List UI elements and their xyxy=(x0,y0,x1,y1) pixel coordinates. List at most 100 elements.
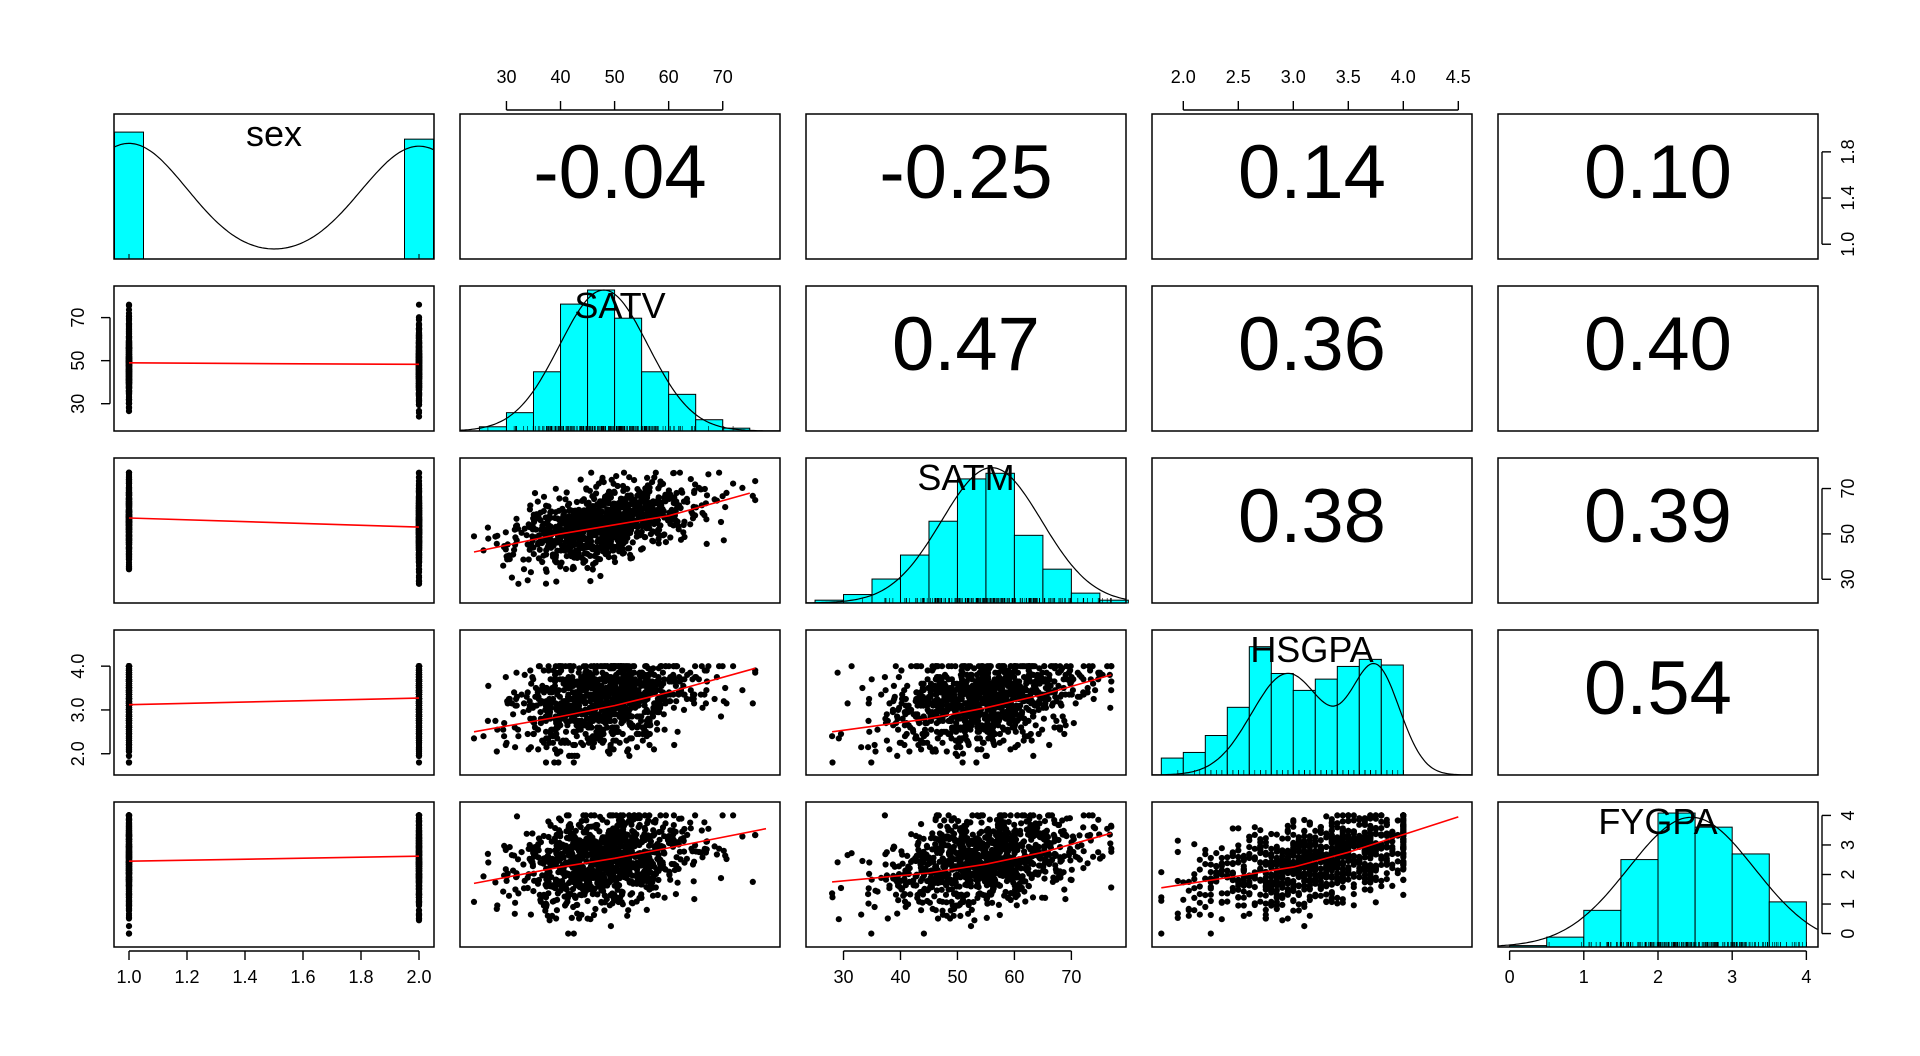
data-point xyxy=(524,577,531,584)
panel-satv-sex xyxy=(125,301,423,420)
data-point xyxy=(626,545,633,552)
data-point xyxy=(415,392,423,399)
data-point xyxy=(125,347,133,354)
data-point xyxy=(644,474,651,481)
data-point xyxy=(583,511,590,518)
data-point xyxy=(125,405,133,412)
data-point xyxy=(667,534,674,541)
data-point xyxy=(620,469,628,476)
data-point xyxy=(560,519,568,526)
data-point xyxy=(636,499,644,506)
data-point xyxy=(125,302,133,309)
histogram-bar xyxy=(560,303,589,432)
data-point xyxy=(545,503,552,510)
data-point xyxy=(582,557,589,565)
data-point xyxy=(563,489,570,496)
data-point xyxy=(641,533,648,541)
data-point xyxy=(655,535,662,543)
data-point xyxy=(528,541,535,548)
loess-smoother xyxy=(473,492,751,553)
data-point xyxy=(567,507,575,514)
panel-frame xyxy=(1497,285,1819,432)
data-point xyxy=(689,515,697,522)
data-point xyxy=(649,528,657,535)
data-point xyxy=(662,491,669,498)
data-point xyxy=(692,481,699,488)
data-point xyxy=(680,498,688,505)
data-point xyxy=(415,380,423,388)
data-point xyxy=(636,532,643,539)
data-point xyxy=(720,537,727,544)
data-point xyxy=(621,504,629,512)
data-point xyxy=(125,706,133,714)
data-point xyxy=(597,572,604,580)
data-point xyxy=(626,474,633,481)
data-point xyxy=(415,329,423,336)
data-point xyxy=(415,508,423,515)
data-point xyxy=(604,496,611,504)
data-point xyxy=(618,531,625,538)
panel-satv-satv: SATV xyxy=(460,285,780,432)
density-curve xyxy=(806,466,1126,604)
panel-satv-fygpa: 0.40 xyxy=(1584,302,1732,387)
data-point xyxy=(543,547,550,554)
data-point xyxy=(509,551,517,558)
data-point xyxy=(628,501,635,508)
data-point xyxy=(730,663,737,670)
data-point xyxy=(562,565,570,573)
data-point xyxy=(547,537,554,544)
data-point xyxy=(125,508,133,516)
data-point xyxy=(125,674,133,681)
data-point xyxy=(595,555,602,563)
data-point xyxy=(586,487,594,494)
data-point xyxy=(649,508,657,515)
data-point xyxy=(643,525,650,532)
data-point xyxy=(589,566,596,573)
data-point xyxy=(606,491,614,498)
data-point xyxy=(639,545,646,552)
histogram-bar xyxy=(532,371,562,432)
data-point xyxy=(670,470,677,477)
data-point xyxy=(563,553,570,560)
correlation-value: 0.38 xyxy=(1238,474,1386,559)
data-point xyxy=(610,507,617,514)
variable-label: SATV xyxy=(574,285,665,326)
data-point xyxy=(584,550,591,558)
data-point xyxy=(510,689,518,696)
data-point xyxy=(606,531,613,538)
loess-smoother xyxy=(128,517,420,528)
data-point xyxy=(569,566,576,573)
data-point xyxy=(571,514,579,521)
data-point xyxy=(568,535,575,543)
data-point xyxy=(525,556,532,563)
data-point xyxy=(655,540,662,547)
data-point xyxy=(415,709,423,716)
data-point xyxy=(549,542,556,549)
data-point xyxy=(125,724,133,731)
data-point xyxy=(723,489,730,496)
data-point xyxy=(535,746,542,753)
data-point xyxy=(511,526,518,533)
density-curve xyxy=(114,142,434,250)
panel-frame xyxy=(1497,113,1819,260)
data-point xyxy=(588,469,595,476)
data-point xyxy=(540,493,548,500)
data-point xyxy=(591,495,598,503)
data-point xyxy=(655,485,662,492)
data-point xyxy=(589,503,597,510)
data-point xyxy=(125,397,133,404)
data-point xyxy=(484,524,491,531)
data-point xyxy=(675,526,682,533)
data-point xyxy=(596,545,603,552)
variable-label: SATM xyxy=(917,457,1014,498)
data-point xyxy=(415,663,423,670)
data-point xyxy=(643,519,650,526)
data-point xyxy=(562,496,569,503)
data-point xyxy=(600,479,607,486)
data-point xyxy=(415,669,423,676)
data-point xyxy=(573,498,581,506)
panel-satm-fygpa: 0.39 xyxy=(1584,474,1732,559)
data-point xyxy=(604,549,612,557)
data-point xyxy=(535,514,542,521)
data-point xyxy=(534,498,541,505)
